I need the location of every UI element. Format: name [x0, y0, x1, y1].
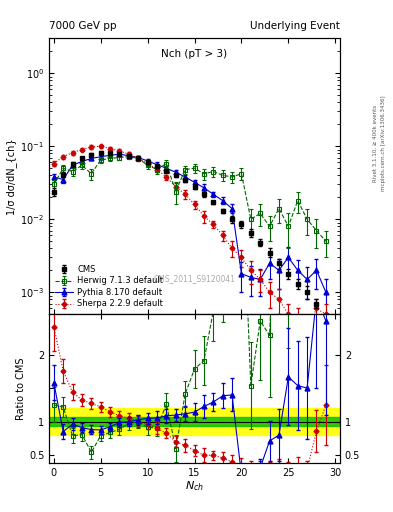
Y-axis label: Ratio to CMS: Ratio to CMS: [16, 357, 26, 420]
X-axis label: $N_{ch}$: $N_{ch}$: [185, 480, 204, 494]
Text: Nch (pT > 3): Nch (pT > 3): [162, 50, 228, 59]
Text: 7000 GeV pp: 7000 GeV pp: [49, 20, 117, 31]
Legend: CMS, Herwig 7.1.3 default, Pythia 8.170 default, Sherpa 2.2.9 default: CMS, Herwig 7.1.3 default, Pythia 8.170 …: [53, 263, 165, 310]
Text: Rivet 3.1.10, ≥ 400k events: Rivet 3.1.10, ≥ 400k events: [373, 105, 378, 182]
Y-axis label: 1/σ dσ/dN_{ch}: 1/σ dσ/dN_{ch}: [7, 138, 18, 215]
Text: Underlying Event: Underlying Event: [250, 20, 340, 31]
Text: CMS_2011_S9120041: CMS_2011_S9120041: [154, 274, 235, 283]
Text: mcplots.cern.ch [arXiv:1306.3436]: mcplots.cern.ch [arXiv:1306.3436]: [381, 96, 386, 191]
